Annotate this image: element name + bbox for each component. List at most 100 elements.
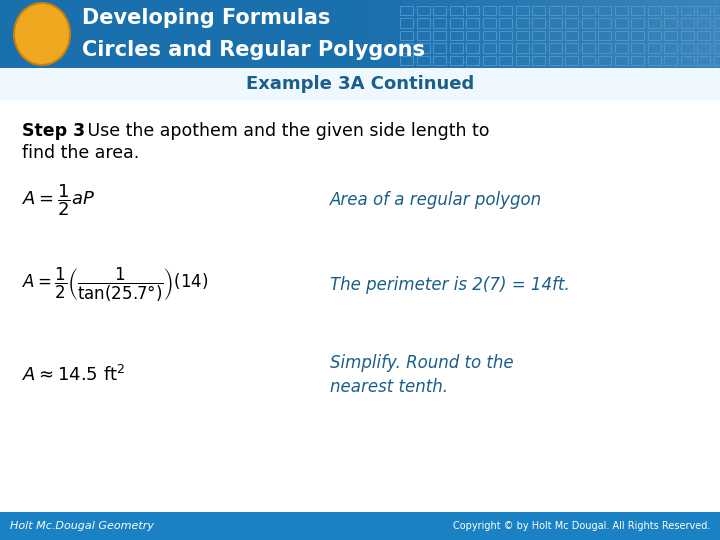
Bar <box>554 0 555 68</box>
Bar <box>546 0 548 68</box>
Bar <box>359 0 361 68</box>
Bar <box>467 0 469 68</box>
Bar <box>598 30 611 40</box>
Bar <box>449 18 462 28</box>
Bar <box>438 0 441 68</box>
Bar <box>598 0 600 68</box>
Bar <box>398 0 400 68</box>
Bar <box>400 18 413 28</box>
Bar <box>631 43 644 52</box>
Bar <box>647 56 660 65</box>
Bar <box>582 30 595 40</box>
Bar <box>636 0 639 68</box>
Bar <box>614 18 628 28</box>
Bar <box>505 0 508 68</box>
Bar <box>555 0 557 68</box>
Bar <box>470 0 472 68</box>
Text: Use the apothem and the given side length to: Use the apothem and the given side lengt… <box>82 122 490 140</box>
Bar <box>707 0 709 68</box>
Bar <box>532 56 545 65</box>
Bar <box>711 0 713 68</box>
Bar <box>466 56 479 65</box>
Bar <box>352 0 354 68</box>
Bar <box>424 0 426 68</box>
Bar <box>539 0 541 68</box>
Bar <box>366 0 369 68</box>
Bar <box>490 0 492 68</box>
Bar <box>647 18 660 28</box>
Bar <box>631 0 633 68</box>
Bar <box>416 43 430 52</box>
Bar <box>565 56 578 65</box>
Bar <box>549 56 562 65</box>
Bar <box>511 0 513 68</box>
Bar <box>646 0 648 68</box>
Bar <box>631 5 644 15</box>
Bar <box>370 0 372 68</box>
Text: Developing Formulas: Developing Formulas <box>82 8 330 28</box>
Text: nearest tenth.: nearest tenth. <box>330 378 448 396</box>
Bar <box>528 0 529 68</box>
Bar <box>614 56 628 65</box>
Bar <box>0 0 720 68</box>
Bar <box>369 0 370 68</box>
Bar <box>552 0 554 68</box>
Bar <box>606 0 607 68</box>
Bar <box>664 30 677 40</box>
Bar <box>565 18 578 28</box>
Bar <box>611 0 613 68</box>
Bar <box>521 0 522 68</box>
Bar <box>450 0 451 68</box>
Bar <box>670 0 672 68</box>
Bar <box>449 56 462 65</box>
Bar <box>697 56 710 65</box>
Bar <box>537 0 539 68</box>
Bar <box>582 43 595 52</box>
Bar <box>631 56 644 65</box>
Bar <box>683 0 685 68</box>
Bar <box>603 0 606 68</box>
Bar <box>631 18 644 28</box>
Bar <box>516 30 528 40</box>
Bar <box>662 0 665 68</box>
Bar <box>549 18 562 28</box>
Bar <box>668 0 670 68</box>
Bar <box>585 0 587 68</box>
Bar <box>614 5 628 15</box>
Bar <box>665 0 666 68</box>
Bar <box>415 0 417 68</box>
Bar <box>713 0 714 68</box>
Bar <box>659 0 661 68</box>
Bar <box>535 0 537 68</box>
Bar <box>648 0 649 68</box>
Bar <box>687 0 688 68</box>
Bar <box>647 5 660 15</box>
Bar <box>400 0 402 68</box>
Bar <box>701 0 703 68</box>
Bar <box>680 30 693 40</box>
Bar <box>416 56 430 65</box>
Bar <box>469 0 470 68</box>
Bar <box>559 0 561 68</box>
Bar <box>466 30 479 40</box>
Bar <box>416 30 430 40</box>
Bar <box>576 0 577 68</box>
Bar <box>463 0 464 68</box>
Bar <box>516 43 528 52</box>
Bar <box>433 30 446 40</box>
Bar <box>485 0 487 68</box>
Bar <box>495 0 496 68</box>
Bar <box>433 5 446 15</box>
Bar <box>664 56 677 65</box>
Bar <box>417 0 418 68</box>
Bar <box>598 5 611 15</box>
Bar <box>382 0 383 68</box>
Bar <box>587 0 589 68</box>
Bar <box>624 0 626 68</box>
Bar <box>680 43 693 52</box>
Bar <box>482 43 495 52</box>
Bar <box>672 0 674 68</box>
Bar <box>449 43 462 52</box>
Bar <box>542 0 544 68</box>
Bar <box>392 0 395 68</box>
